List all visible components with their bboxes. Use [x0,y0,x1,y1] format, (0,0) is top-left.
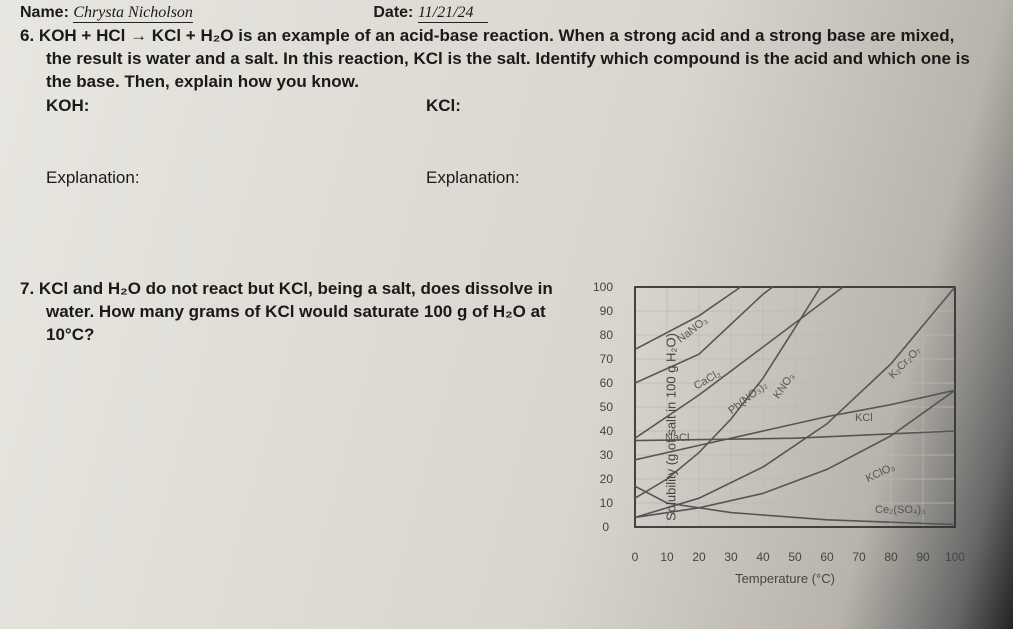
explanation-left: Explanation: [46,168,426,188]
question-7: 7. KCl and H₂O do not react but KCl, bei… [20,278,575,582]
header-line: Name: Chrysta Nicholson Date: 11/21/24 [20,4,993,23]
date-value: 11/21/24 [418,4,488,23]
x-tick: 60 [820,550,833,564]
date-label: Date: [373,4,413,21]
x-tick: 90 [916,550,929,564]
name-value: Chrysta Nicholson [73,4,193,23]
explanation-right: Explanation: [426,168,520,188]
question-6: 6. KOH + HCl → KCl + H₂O is an example o… [20,25,980,94]
curve-label-Ce2SO43: Ce₂(SO₄)₃ [875,504,926,516]
y-tick: 0 [602,520,609,534]
x-tick: 30 [724,550,737,564]
curve-label-KCl: KCl [855,412,873,424]
y-tick: 70 [600,352,613,366]
x-tick: 50 [788,550,801,564]
x-tick: 40 [756,550,769,564]
name-label: Name: [20,4,69,21]
x-axis-label: Temperature (°C) [735,571,835,586]
x-tick: 0 [632,550,639,564]
x-tick: 70 [852,550,865,564]
q6-labels: KOH: KCl: [20,96,993,116]
y-tick: 50 [600,400,613,414]
x-tick: 20 [692,550,705,564]
solubility-chart: Solubility (g of salt in 100 g H₂O) Temp… [585,272,985,582]
curve-label-NaCl: NaCl [665,432,689,444]
y-tick: 80 [600,328,613,342]
x-tick: 10 [660,550,673,564]
q7-number: 7. [20,279,34,298]
x-tick: 100 [945,550,965,564]
x-tick: 80 [884,550,897,564]
q6-text: KOH + HCl → KCl + H₂O is an example of a… [39,26,970,91]
q7-text: KCl and H₂O do not react but KCl, being … [39,279,553,344]
y-tick: 40 [600,424,613,438]
kcl-label: KCl: [426,96,461,116]
y-tick: 60 [600,376,613,390]
y-tick: 20 [600,472,613,486]
q6-number: 6. [20,26,34,45]
y-tick: 30 [600,448,613,462]
y-tick: 90 [600,304,613,318]
y-tick: 100 [593,280,613,294]
q6-explanations: Explanation: Explanation: [20,168,993,188]
y-tick: 10 [600,496,613,510]
chart-svg [585,272,985,582]
y-axis-label: Solubility (g of salt in 100 g H₂O) [663,333,678,521]
koh-label: KOH: [46,96,426,116]
